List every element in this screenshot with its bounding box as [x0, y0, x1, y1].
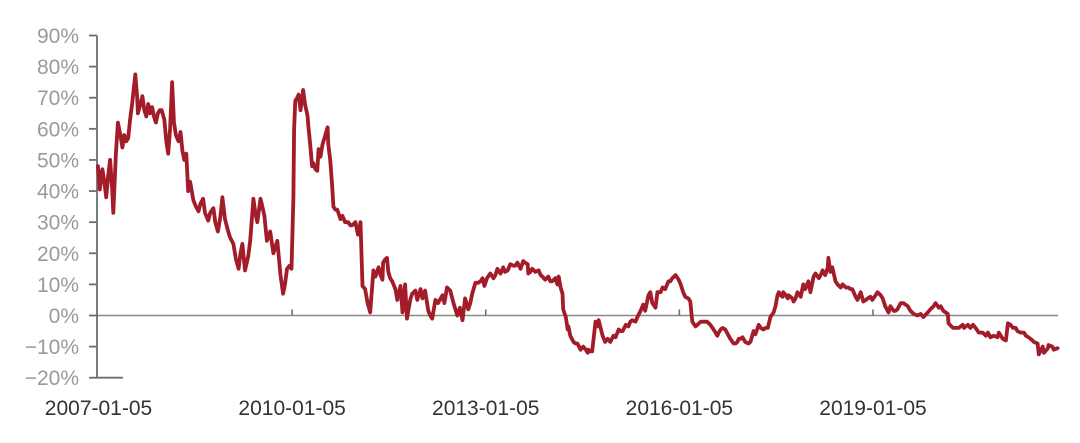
- y-tick-label: 10%: [37, 274, 79, 297]
- x-tick-label: 2013-01-05: [432, 397, 539, 420]
- x-tick-label: 2019-01-05: [819, 397, 926, 420]
- y-tick-label: 40%: [37, 181, 79, 204]
- x-tick-label: 2016-01-05: [626, 397, 733, 420]
- x-tick-label: 2007-01-05: [45, 397, 152, 420]
- y-axis: [96, 35, 123, 379]
- data-line: [96, 72, 1060, 357]
- y-tick-label: 60%: [37, 118, 79, 141]
- y-tick-label: 0%: [49, 305, 79, 328]
- y-tick-label: 50%: [37, 149, 79, 172]
- y-tick-label: −10%: [25, 336, 79, 359]
- y-tick-label: −20%: [25, 367, 79, 390]
- x-tick-label: 2010-01-05: [238, 397, 345, 420]
- y-tick-label: 80%: [37, 56, 79, 79]
- y-tick-label: 20%: [37, 243, 79, 266]
- y-tick-label: 70%: [37, 87, 79, 110]
- y-tick-label: 30%: [37, 212, 79, 235]
- y-tick-label: 90%: [37, 25, 79, 48]
